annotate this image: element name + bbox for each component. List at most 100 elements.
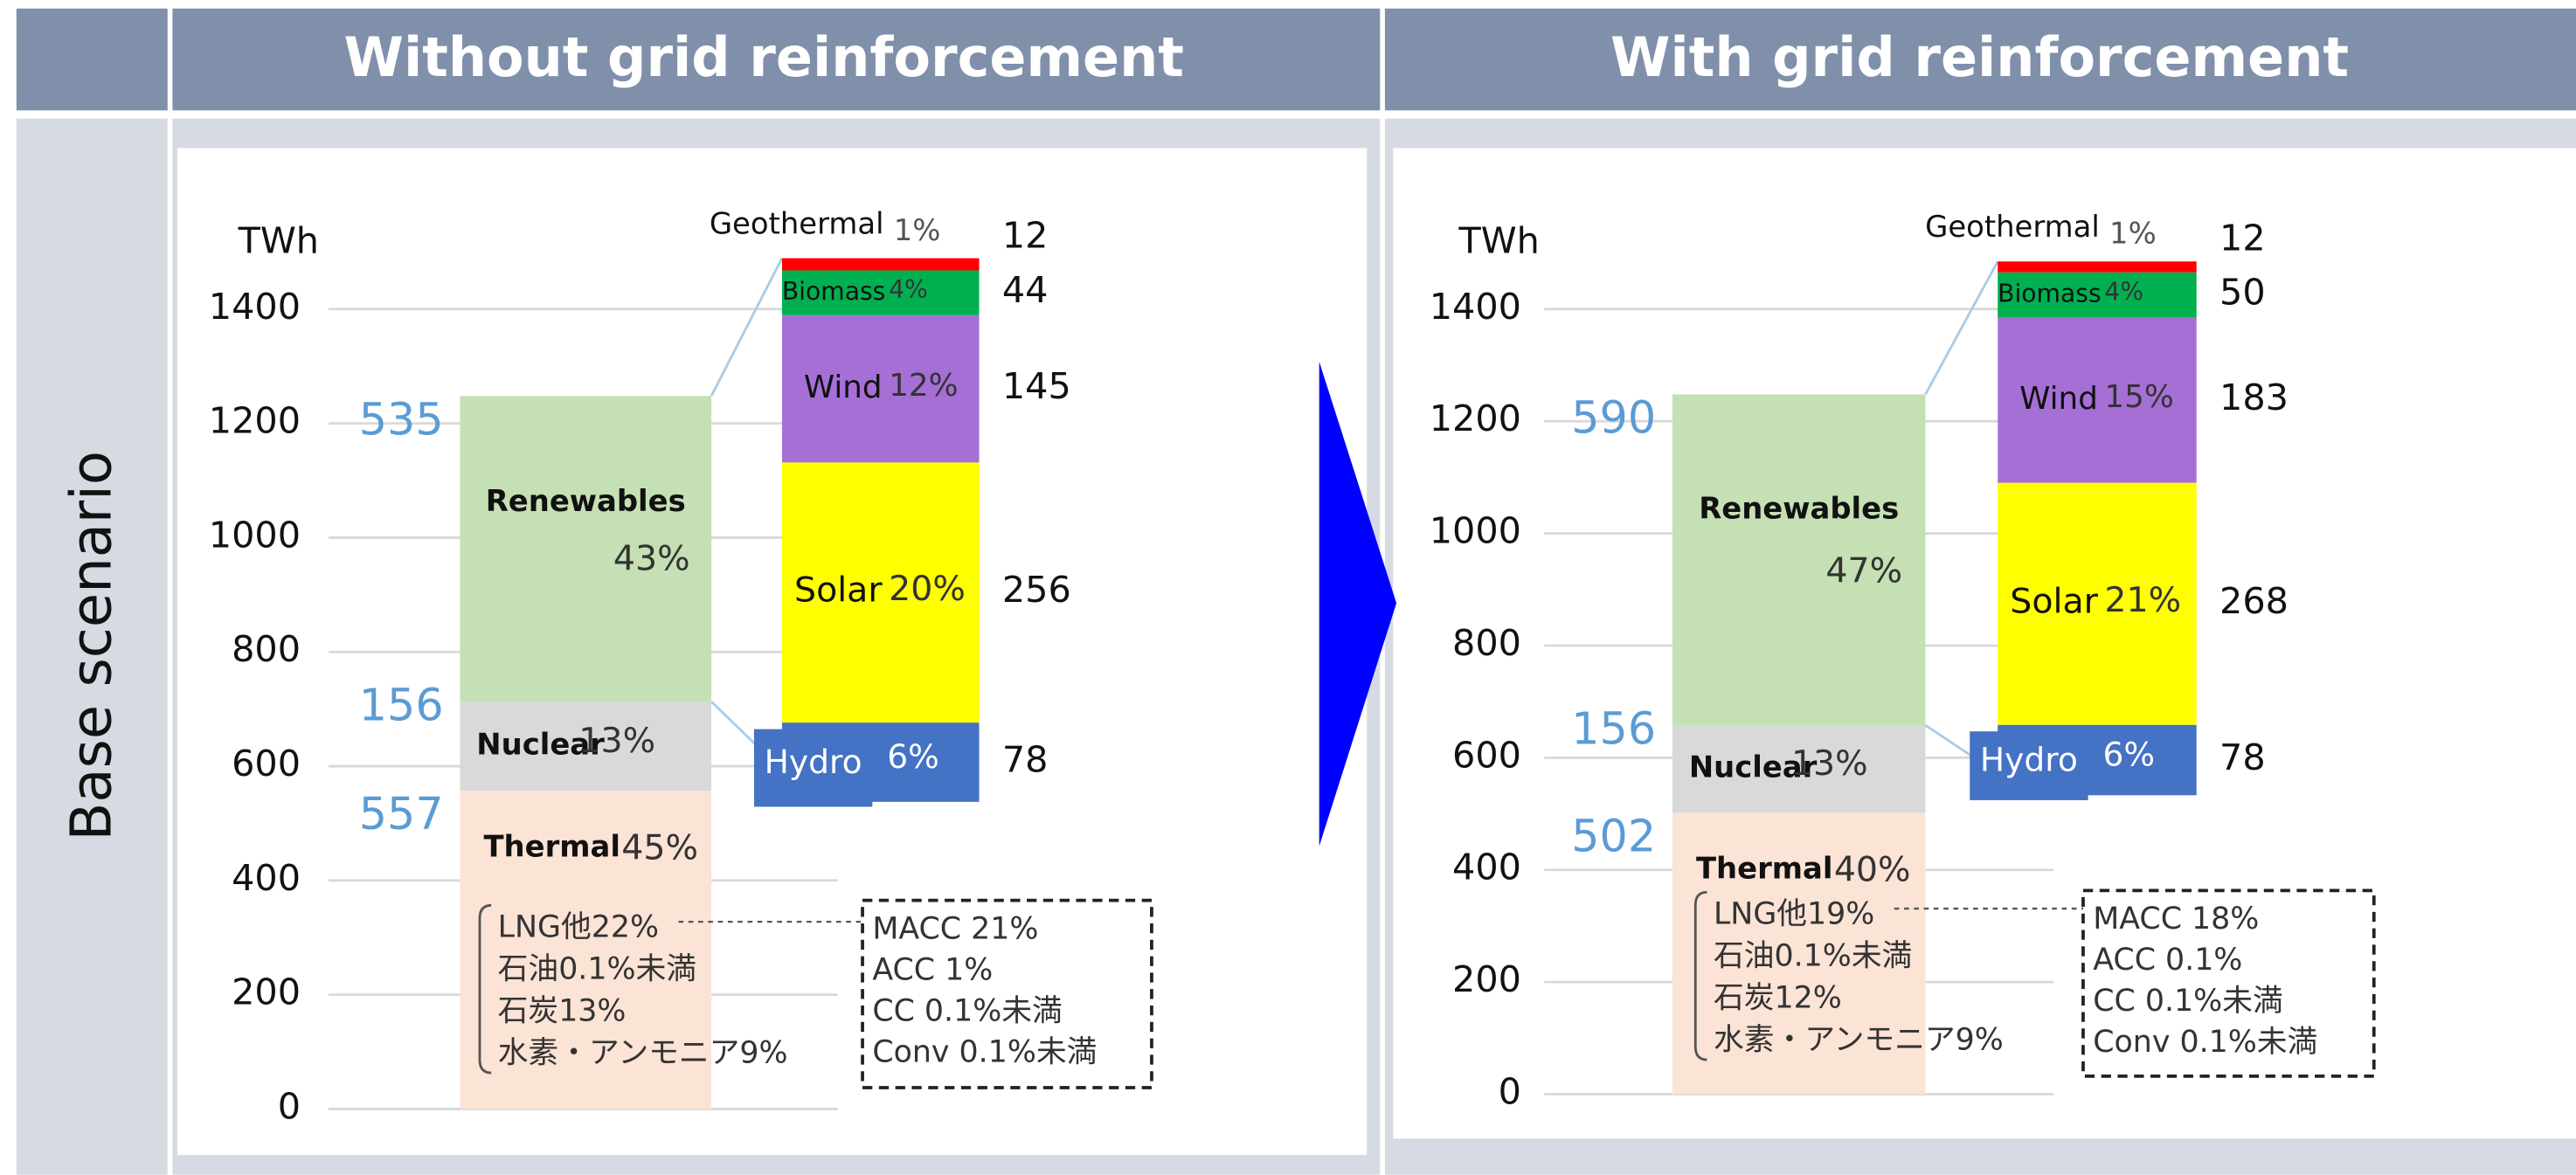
breakdown-item: 石炭13% — [498, 994, 627, 1029]
segment-share: 1% — [2109, 217, 2157, 251]
value-label: 535 — [359, 393, 444, 445]
segment-name: Renewables — [1699, 491, 1899, 525]
breakdown-item: 石油0.1%未満 — [1714, 939, 1912, 974]
connector — [1924, 260, 1999, 396]
breakdown-item: 石油0.1%未満 — [498, 952, 696, 987]
arrow — [1319, 361, 1397, 847]
breakdown-item: 水素・アンモニア9% — [498, 1035, 788, 1070]
breakdown-item: 石炭12% — [1714, 980, 1842, 1015]
y-tick-label: 600 — [1452, 734, 1521, 776]
bar-segment — [1672, 394, 1926, 726]
segment-name: Thermal — [483, 829, 620, 863]
row-label: Base scenario — [60, 451, 125, 840]
y-tick-label: 1200 — [209, 400, 301, 442]
segment-share: 13% — [578, 721, 655, 761]
y-tick-label: 200 — [232, 971, 301, 1013]
header-title: Without grid reinforcement — [344, 25, 1184, 89]
breakdown-item: 水素・アンモニア9% — [1714, 1022, 2004, 1057]
breakdown-item: LNG他19% — [1714, 897, 1874, 932]
bar-segment — [1998, 482, 2197, 725]
y-tick-label: 200 — [1452, 958, 1521, 1000]
segment-share: 6% — [887, 737, 939, 776]
segment-name: Hydro — [765, 743, 862, 781]
segment-name: Hydro — [1980, 740, 2078, 778]
breakdown-item: LNG他22% — [498, 910, 659, 945]
value-label: 156 — [359, 680, 444, 731]
y-tick-label: 1000 — [1430, 510, 1521, 552]
row-cell — [16, 118, 168, 1175]
segment-share: 47% — [1825, 550, 1902, 591]
bar-segment — [1998, 272, 2197, 318]
bar-segment — [460, 396, 712, 702]
segment-share: 4% — [2104, 278, 2143, 307]
segment-name: Nuclear — [1689, 750, 1818, 784]
ccs-item: MACC 21% — [872, 912, 1038, 947]
y-tick-label: 1400 — [1430, 286, 1521, 328]
value-label: 44 — [1002, 269, 1049, 311]
value-label: 145 — [1002, 365, 1071, 407]
y-tick-label: 0 — [1499, 1071, 1521, 1113]
value-label: 557 — [359, 788, 444, 840]
bracket — [1693, 890, 1707, 1061]
segment-share: 20% — [889, 569, 966, 609]
y-tick-label: 1200 — [1430, 397, 1521, 439]
ccs-item: Conv 0.1%未満 — [2093, 1025, 2317, 1060]
bar-segment — [781, 314, 980, 463]
segment-share: 12% — [889, 368, 958, 404]
y-tick-label: 0 — [278, 1085, 301, 1127]
bar-segment — [781, 270, 980, 315]
ccs-item: ACC 1% — [872, 953, 993, 988]
bar-segment — [1998, 317, 2197, 483]
segment-share: 43% — [613, 539, 690, 579]
hydro-box — [753, 729, 873, 807]
segment-share: 13% — [1791, 743, 1868, 784]
segment-share: 40% — [1834, 849, 1911, 889]
bar-segment — [460, 702, 712, 791]
segment-name: Geothermal — [710, 206, 884, 240]
value-label: 78 — [1002, 738, 1049, 780]
ccs-item: CC 0.1%未満 — [872, 994, 1062, 1029]
value-label: 78 — [2219, 736, 2266, 778]
y-tick-label: 400 — [232, 857, 301, 899]
value-label: 50 — [2219, 272, 2266, 314]
segment-share: 45% — [621, 827, 698, 867]
segment-name: Renewables — [486, 484, 686, 518]
corner-cell — [16, 8, 168, 111]
segment-name: Wind — [2019, 381, 2098, 417]
bracket — [478, 903, 492, 1075]
bar-segment — [1998, 261, 2197, 273]
bar-segment — [1672, 812, 1926, 1095]
y-tick-label: 800 — [232, 628, 301, 670]
ccs-item: MACC 18% — [2093, 902, 2259, 937]
segment-share: 1% — [894, 213, 941, 247]
segment-name: Biomass — [782, 277, 886, 306]
value-label: 12 — [1002, 214, 1049, 256]
header-title: With grid reinforcement — [1610, 25, 2349, 89]
ccs-box — [2081, 888, 2376, 1078]
y-tick-label: 1400 — [209, 286, 301, 328]
y-tick-label: 400 — [1452, 847, 1521, 888]
panel — [1393, 148, 2576, 1139]
y-tick-label: 600 — [232, 743, 301, 784]
connector — [710, 257, 784, 397]
segment-name: Solar — [2010, 582, 2098, 622]
ccs-item: Conv 0.1%未満 — [872, 1035, 1097, 1070]
ccs-item: CC 0.1%未満 — [2093, 984, 2282, 1019]
y-axis-label: TWh — [238, 220, 319, 262]
segment-name: Solar — [794, 570, 883, 611]
segment-name: Wind — [804, 370, 883, 405]
segment-name: Geothermal — [1925, 210, 2100, 244]
segment-name: Nuclear — [476, 728, 605, 762]
bar-segment — [781, 258, 980, 271]
hydro-box — [1970, 731, 2088, 800]
value-label: 590 — [1571, 391, 1656, 443]
y-tick-label: 800 — [1452, 622, 1521, 664]
segment-name: Thermal — [1696, 852, 1832, 886]
y-tick-label: 1000 — [209, 514, 301, 556]
segment-share: 4% — [889, 275, 928, 304]
bar-segment — [781, 462, 980, 723]
value-label: 256 — [1002, 569, 1071, 611]
header-cell — [1384, 8, 2576, 111]
ccs-box — [861, 898, 1153, 1089]
